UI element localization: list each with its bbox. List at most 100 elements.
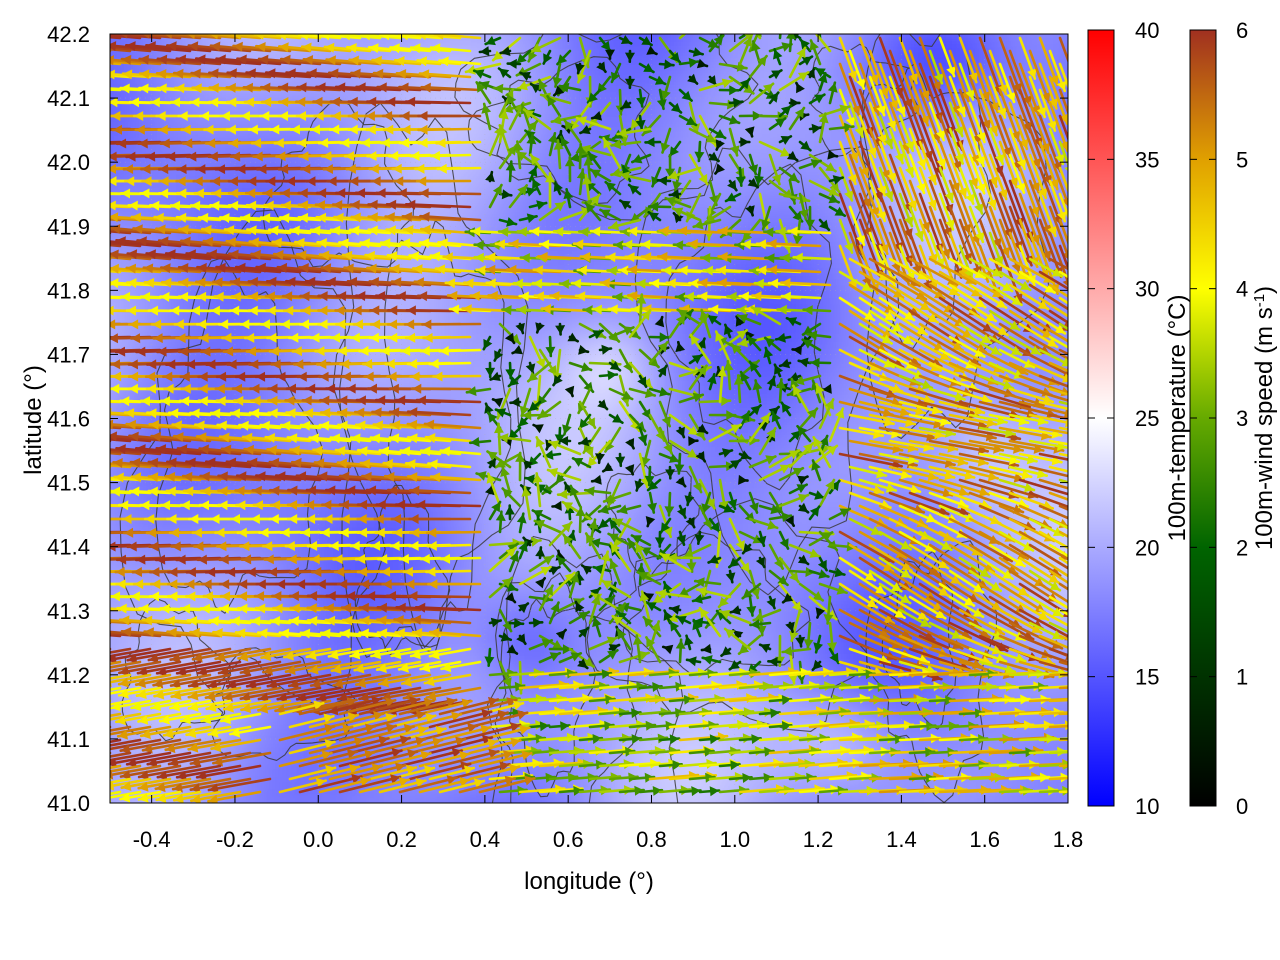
temperature-cell [440, 628, 463, 651]
temperature-cell [110, 518, 111, 541]
temperature-cell [88, 804, 111, 827]
temperature-cell [836, 804, 859, 827]
wind-arrow-head [1068, 202, 1077, 212]
temperature-cell [286, 34, 309, 35]
wind-arrow-head [1071, 309, 1081, 318]
temperature-cell [1056, 34, 1068, 35]
temperature-cell [550, 386, 573, 409]
temperature-cell [880, 34, 903, 35]
temperature-cell [264, 34, 287, 35]
temperature-cell [682, 672, 705, 695]
wind-arrow-head [719, 23, 728, 33]
temperature-cell [572, 210, 595, 233]
temperature-cell [968, 804, 991, 827]
temperature-cell [924, 804, 947, 827]
wind-arrow-head [82, 306, 91, 316]
temperature-cell [506, 518, 529, 541]
temperature-cell [110, 804, 133, 827]
temperature-cell [110, 342, 111, 365]
temperature-cell [176, 804, 199, 827]
temperature-cell [990, 34, 1013, 35]
temperature-cell [264, 738, 287, 761]
temperature-cell [594, 804, 617, 827]
wind-arrow-head [1073, 84, 1082, 94]
wind-arrow-head [693, 18, 703, 28]
temperature-cell [550, 100, 573, 123]
temperature-cell [726, 804, 749, 827]
temperature-cell [814, 34, 837, 35]
temperature-cell [638, 496, 661, 519]
temperature-cell [352, 804, 375, 827]
temperature-cell [154, 122, 177, 145]
temperature-cell [792, 518, 815, 541]
temperature-cell [176, 34, 199, 35]
temperature-cell [660, 34, 683, 57]
temperature-cell [154, 518, 177, 541]
temperature-cell [462, 518, 485, 541]
wind-arrow-head [97, 28, 106, 38]
temperature-cell [110, 386, 111, 409]
temperature-cell [264, 716, 287, 739]
temperature-cell [110, 650, 111, 673]
temperature-cell [154, 804, 177, 827]
temperature-cell [484, 166, 507, 189]
temperature-cell [220, 804, 243, 827]
temperature-cell [110, 452, 111, 475]
temperature-cell [660, 782, 683, 803]
temperature-cell [110, 254, 111, 277]
temperature-cell [638, 34, 661, 35]
temperature-cell [110, 210, 111, 233]
temperature-cell [594, 34, 617, 35]
temperature-cell [132, 34, 155, 35]
temperature-cell [440, 386, 463, 409]
temperature-cell [968, 34, 991, 35]
temperature-cell [770, 738, 793, 761]
temperature-cell [418, 34, 441, 35]
temperature-cell [352, 342, 375, 365]
temperature-cell [462, 804, 485, 827]
temperature-cell [484, 518, 507, 541]
temperature-cell [264, 782, 287, 803]
temperature-cell [528, 496, 551, 519]
temperature-cell [748, 144, 771, 167]
temperature-cell [286, 122, 309, 145]
temperature-cell [770, 672, 793, 695]
wind-arrow-head [84, 201, 93, 211]
temperature-cell [220, 34, 243, 35]
temperature-cell [396, 804, 419, 827]
temperature-cell [616, 496, 639, 519]
temperature-cell [770, 430, 793, 453]
temperature-cell [176, 122, 199, 145]
temperature-cell [506, 782, 529, 803]
wind-arrow-head [776, 19, 786, 28]
temperature-cell [110, 276, 111, 299]
wind-arrow-head [76, 139, 85, 149]
temperature-cell [220, 386, 243, 409]
wind-arrow-shaft [110, 205, 112, 209]
temperature-cell [638, 518, 661, 541]
temperature-cell [176, 518, 199, 541]
wind-arrow-shaft [110, 257, 112, 261]
temperature-cell [572, 804, 595, 827]
temperature-cell [616, 210, 639, 233]
temperature-cell [858, 34, 881, 35]
temperature-cell [110, 628, 111, 651]
wind-arrow-head [57, 250, 66, 260]
temperature-cell [110, 694, 111, 717]
temperature-cell [990, 804, 1013, 827]
temperature-cell [792, 122, 815, 145]
temperature-cell [572, 628, 595, 651]
wind-arrow-head [89, 152, 98, 162]
temperature-cell [616, 804, 639, 827]
temperature-cell [616, 650, 639, 673]
wind-arrow-head [100, 292, 109, 302]
temperature-cell [132, 562, 155, 585]
wind-arrow-head [815, 22, 825, 31]
temperature-cell [110, 56, 111, 79]
temperature-cell [440, 34, 463, 35]
temperature-cell [154, 34, 177, 35]
temperature-cell [572, 672, 595, 695]
temperature-cell [330, 804, 353, 827]
temperature-cell [814, 562, 837, 585]
temperature-cell [132, 804, 155, 827]
